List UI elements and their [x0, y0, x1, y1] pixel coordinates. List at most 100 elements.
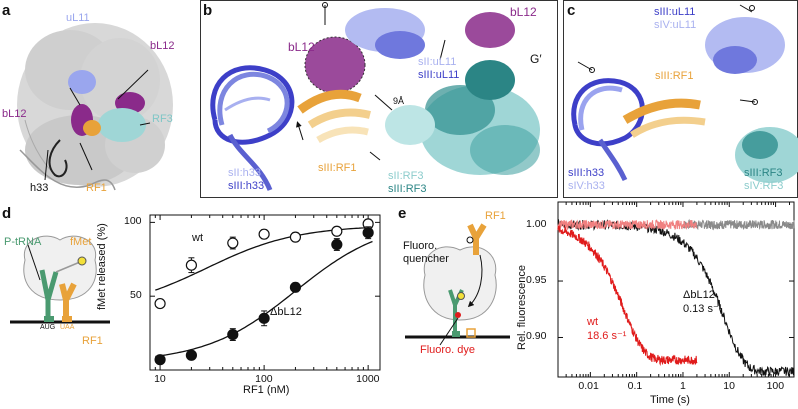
label-e-dye: Fluoro. dye [420, 344, 476, 356]
chart-d-xtick-label: 1000 [356, 373, 380, 385]
chart-d-point-dbl12 [331, 238, 343, 251]
label-c-sIII-RF1: sIII:RF1 [655, 70, 694, 82]
label-RF1: RF1 [86, 182, 107, 194]
chart-d-series-label-dbl12: ΔbL12 [270, 306, 302, 318]
chart-e-xtick-label: 10 [723, 380, 735, 392]
RF1-b [297, 89, 371, 144]
label-uL11: uL11 [66, 12, 90, 24]
label-d-aug: AUG [40, 324, 56, 331]
label-d-fmet: fMet [70, 236, 92, 248]
chart-e-trace-control-2 [682, 218, 795, 231]
panel-letter-d: d [2, 205, 12, 222]
chart-e-series-label-wt: wt [587, 316, 598, 328]
ribosome-body [17, 23, 173, 191]
quencher-dot [466, 236, 474, 244]
chart-e-rate-dbl12: 0.13 s⁻¹ [683, 303, 723, 315]
dye-star [455, 312, 461, 318]
label-b-sII-uL11: sII:uL11 [418, 56, 457, 68]
label-d-rf1: RF1 [82, 335, 103, 347]
chart-d-point-dbl12 [185, 349, 197, 361]
chart-d-point-dbl12 [258, 312, 270, 324]
ribosome-outline-d [23, 235, 97, 301]
chart-e-ytick-label: 1.00 [526, 217, 547, 230]
chart-d-point-dbl12 [289, 281, 302, 293]
uL11-blob [68, 70, 96, 94]
chart-e-ytick-label: 0.95 [526, 274, 547, 287]
fmet-dot-d [77, 256, 87, 266]
label-c-sIV-RF3: sIV:RF3 [744, 180, 784, 192]
label-b-sIII-RF3: sIII:RF3 [388, 183, 427, 195]
chart-e-xlabel: Time (s) [650, 394, 690, 406]
chart-d-point-wt [331, 225, 343, 237]
chart-e-trace-dbl12 [557, 218, 795, 378]
label-b-sIII-h33: sIII:h33 [228, 180, 265, 192]
label-c-sIV-h33: sIV:h33 [568, 180, 605, 192]
chart-d-xtick-label: 100 [255, 373, 273, 385]
chart-d-point-dbl12 [362, 227, 374, 239]
chart-d-point-dbl12 [154, 354, 166, 366]
chart-e-rate-wt: 18.6 s⁻¹ [587, 330, 627, 342]
chart-e-xtick-label: 100 [766, 380, 785, 392]
chart-d-point-wt [154, 297, 166, 310]
label-h33: h33 [30, 182, 49, 194]
uL11-b [345, 8, 425, 59]
chart-e-xtick-label: 0.1 [627, 380, 643, 392]
panel-b-frame [200, 0, 558, 198]
label-b-G-prime: G′ [530, 52, 542, 66]
label-c-sIII-RF3: sIII:RF3 [744, 167, 783, 179]
chart-d-xlabel: RF1 (nM) [243, 384, 290, 396]
label-c-sIII-uL11: sIII:uL11 [654, 6, 696, 18]
label-b-sII-RF3: sII:RF3 [388, 170, 424, 182]
chart-e-series-label-dbl12: ΔbL12 [683, 289, 715, 301]
label-b-sIII-uL11: sIII:uL11 [418, 69, 460, 81]
h33-rna-c [571, 78, 645, 182]
chart-e-trace-wt [557, 225, 698, 367]
chart-d-point-dbl12 [227, 328, 239, 341]
chart-d-series-label-wt: wt [192, 232, 203, 244]
label-b-bL12-left: bL12 [288, 40, 315, 54]
chart-d-frame [149, 214, 381, 371]
ptrna-d [39, 269, 59, 320]
h33-helix [48, 139, 68, 178]
RF1-c [622, 98, 706, 138]
panel-letter-a: a [2, 2, 11, 19]
panel-letter-b: b [203, 2, 213, 19]
label-d-uaa: UAA [60, 324, 75, 331]
label-c-sIII-h33: sIII:h33 [568, 167, 605, 179]
uL11-c [705, 17, 785, 74]
RF3-c [735, 127, 798, 183]
chart-d-point-wt [289, 231, 302, 243]
chart-e-frame [557, 201, 795, 378]
label-b-dist: 9Å [393, 96, 405, 106]
panel-letter-c: c [567, 2, 576, 19]
chart-d-point-wt [227, 237, 239, 249]
label-RF3: RF3 [152, 113, 173, 125]
label-e-rf1: RF1 [485, 210, 506, 222]
chart-d-point-wt [258, 228, 270, 240]
chart-e-xtick-label: 1 [679, 380, 686, 392]
label-b-sIII-RF1: sIII:RF1 [318, 162, 357, 174]
h33-rna-b [210, 65, 295, 191]
rf1-shape-e [467, 223, 487, 255]
label-bL12-right: bL12 [150, 40, 175, 52]
label-e-quencher: Fluoro. quencher [403, 240, 449, 265]
binding-arrow [467, 254, 483, 308]
chart-d-xtick-label: 10 [154, 373, 166, 385]
chart-d-ytick-label: 100 [124, 215, 142, 228]
rf1-shape-d [59, 282, 77, 320]
chart-e-trace-control-3 [557, 219, 698, 231]
chart-e-xtick-label: 0.01 [578, 380, 599, 392]
label-bL12-left: bL12 [2, 108, 27, 120]
RF1-blob [83, 120, 101, 136]
ribosome-outline-e [423, 246, 497, 321]
panel-letter-e: e [398, 205, 407, 222]
label-c-sIV-uL11: sIV:uL11 [654, 19, 697, 31]
chart-e-ytick-label: 0.90 [526, 330, 547, 343]
